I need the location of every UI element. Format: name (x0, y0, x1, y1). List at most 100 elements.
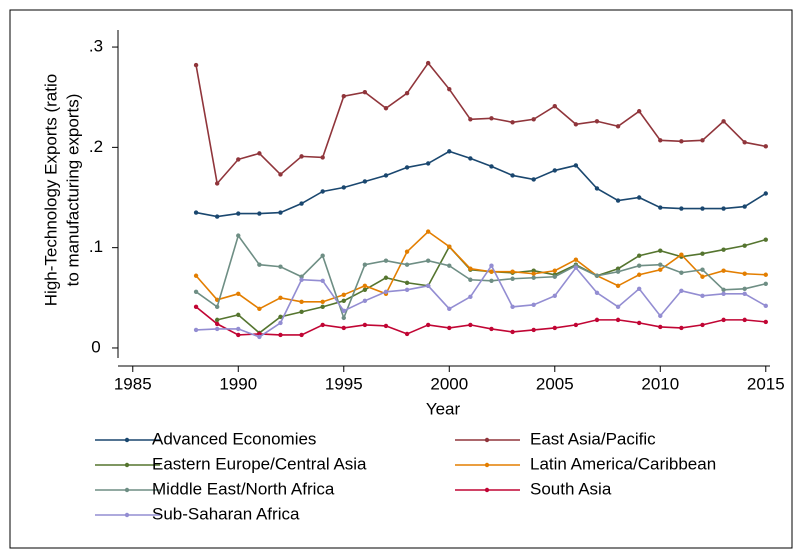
series-line (196, 264, 767, 338)
x-tick-label: 2010 (641, 374, 679, 393)
point (425, 229, 431, 234)
point (236, 332, 241, 338)
point (552, 274, 557, 279)
series-line (195, 150, 767, 218)
point (763, 303, 768, 309)
point (742, 140, 747, 145)
point (257, 211, 262, 216)
y-tick-label: .2 (89, 137, 103, 156)
point (763, 281, 768, 286)
point (615, 124, 621, 129)
point (721, 287, 726, 292)
point (447, 244, 452, 249)
x-tick-label: 2015 (747, 374, 785, 393)
series-line (195, 61, 766, 186)
point (320, 189, 325, 194)
point (236, 291, 241, 297)
point (573, 265, 579, 270)
point (468, 322, 473, 328)
y-tick-label: .3 (89, 37, 103, 56)
point (531, 302, 536, 308)
point (489, 116, 494, 121)
point (573, 257, 579, 262)
point (721, 291, 726, 297)
point (658, 324, 663, 330)
point (468, 117, 473, 122)
point (404, 90, 410, 96)
point (278, 320, 283, 326)
point (214, 321, 220, 327)
legend-marker (484, 487, 490, 493)
point (383, 289, 389, 294)
point (468, 277, 473, 282)
point (700, 267, 705, 272)
point (425, 322, 431, 328)
point (214, 181, 220, 186)
point (763, 237, 768, 242)
point (341, 298, 346, 304)
point (615, 269, 621, 274)
point (594, 186, 600, 191)
point (573, 163, 579, 168)
point (447, 86, 452, 92)
legend-marker (124, 437, 130, 443)
legend-marker (124, 487, 130, 493)
point (425, 283, 431, 288)
point (636, 320, 642, 326)
point (531, 271, 536, 276)
point (510, 120, 515, 125)
point (404, 331, 410, 337)
point (236, 326, 241, 332)
point (299, 201, 304, 206)
point (615, 283, 621, 288)
point (362, 322, 368, 328)
point (510, 304, 515, 310)
point (763, 144, 768, 149)
point (489, 326, 494, 332)
point (214, 214, 220, 219)
point (236, 233, 241, 238)
legend-label: Eastern Europe/Central Asia (152, 454, 367, 473)
point (320, 304, 325, 310)
point (299, 274, 304, 279)
point (362, 287, 368, 292)
point (510, 269, 515, 274)
point (383, 173, 389, 178)
x-axis-label: Year (426, 399, 461, 418)
point (552, 268, 557, 273)
point (383, 106, 389, 111)
point (425, 258, 431, 263)
x-tick-label: 1995 (325, 374, 363, 393)
point (447, 149, 452, 154)
point (636, 253, 642, 258)
point (531, 268, 536, 273)
point (679, 270, 684, 275)
point (742, 271, 747, 276)
point (658, 267, 663, 272)
point (468, 156, 473, 161)
point (299, 154, 304, 159)
point (700, 206, 705, 211)
point (341, 315, 346, 321)
point (404, 249, 410, 254)
point (552, 293, 557, 299)
point (594, 119, 600, 124)
point (278, 295, 283, 301)
point (742, 286, 747, 291)
point (447, 306, 452, 312)
y-axis-label: High-Technology Exports (ratio (41, 74, 60, 306)
point (404, 165, 410, 170)
point (531, 275, 536, 280)
point (257, 306, 262, 312)
point (193, 327, 199, 333)
point (489, 164, 494, 169)
point (636, 272, 642, 277)
point (700, 322, 705, 328)
point (721, 119, 726, 124)
point (425, 161, 431, 166)
point (531, 177, 536, 182)
point (193, 304, 199, 310)
point (214, 304, 220, 310)
point (531, 117, 536, 122)
